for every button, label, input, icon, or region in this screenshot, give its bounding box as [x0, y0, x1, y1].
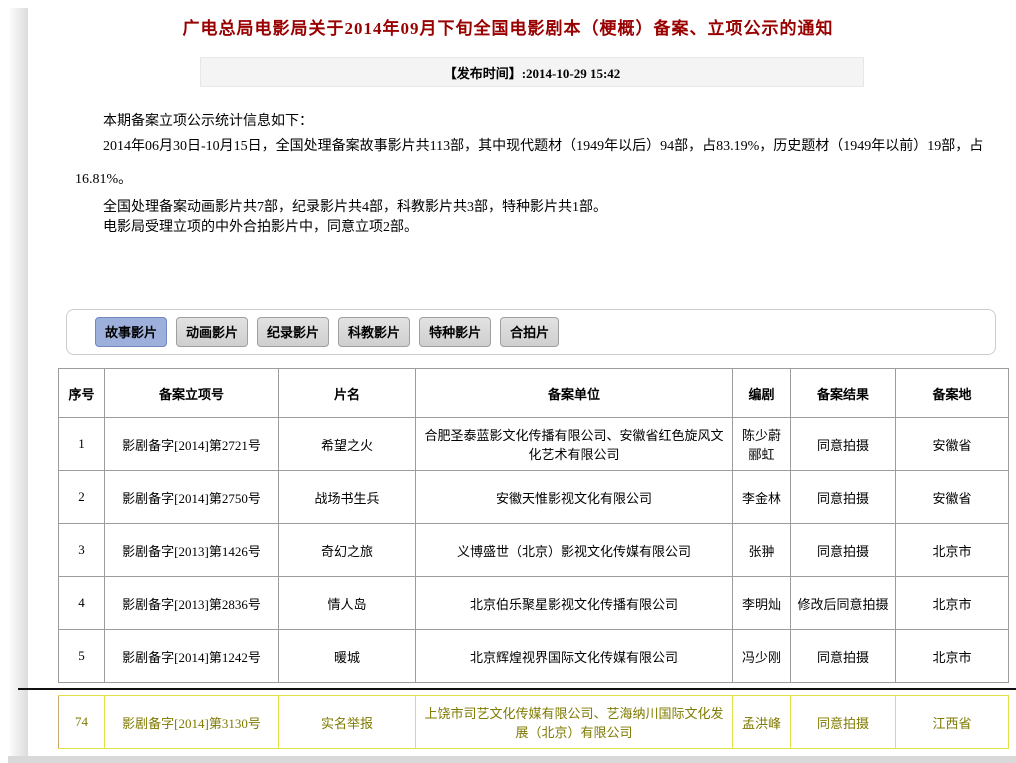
table-row: 5 影剧备字[2014]第1242号 暖城 北京辉煌视界国际文化传媒有限公司 冯… — [58, 629, 1009, 683]
cell-reg-no: 影剧备字[2014]第1242号 — [104, 629, 279, 683]
tab-science-education-films[interactable]: 科教影片 — [338, 317, 411, 347]
column-header-company: 备案单位 — [415, 368, 733, 418]
cell-film: 奇幻之旅 — [278, 523, 416, 577]
paragraph-feature-stats: 2014年06月30日-10月15日，全国处理备案故事影片共113部，其中现代题… — [75, 139, 984, 187]
column-header-writer: 编剧 — [732, 368, 791, 418]
cell-place: 北京市 — [895, 576, 1009, 630]
cell-result: 同意拍摄 — [790, 470, 896, 524]
page-edge-shadow — [10, 8, 28, 756]
table-row: 3 影剧备字[2013]第1426号 奇幻之旅 义博盛世（北京）影视文化传媒有限… — [58, 523, 1009, 577]
registration-table: 序号 备案立项号 片名 备案单位 编剧 备案结果 备案地 1 影剧备字[2014… — [58, 368, 1009, 683]
column-header-place: 备案地 — [895, 368, 1009, 418]
table-row: 1 影剧备字[2014]第2721号 希望之火 合肥圣泰蓝影文化传播有限公司、安… — [58, 417, 1009, 471]
tab-coproduction-films[interactable]: 合拍片 — [500, 317, 560, 347]
cell-company: 北京伯乐聚星影视文化传播有限公司 — [415, 576, 733, 630]
paragraph-intro: 本期备案立项公示统计信息如下： — [103, 114, 313, 129]
cell-result: 同意拍摄 — [790, 523, 896, 577]
tab-feature-films[interactable]: 故事影片 — [95, 317, 168, 347]
table-row-highlighted: 74 影剧备字[2014]第3130号 实名举报 上饶市司艺文化传媒有限公司、艺… — [58, 695, 1009, 749]
cell-film: 战场书生兵 — [278, 470, 416, 524]
cell-reg-no: 影剧备字[2014]第3130号 — [104, 695, 279, 749]
cell-writer: 张翀 — [732, 523, 791, 577]
cell-film: 暖城 — [278, 629, 416, 683]
cell-place: 北京市 — [895, 629, 1009, 683]
cell-company: 上饶市司艺文化传媒有限公司、艺海纳川国际文化发展（北京）有限公司 — [415, 695, 733, 749]
cell-result: 修改后同意拍摄 — [790, 576, 896, 630]
cell-place: 安徽省 — [895, 470, 1009, 524]
paragraph-other-stats: 全国处理备案动画影片共7部，纪录影片共4部，科教影片共3部，特种影片共1部。 — [103, 200, 607, 215]
cell-no: 3 — [58, 523, 105, 577]
paragraph-coproduction: 电影局受理立项的中外合拍影片中，同意立项2部。 — [103, 220, 418, 235]
announcement-body: 本期备案立项公示统计信息如下： 2014年06月30日-10月15日，全国处理备… — [75, 110, 991, 236]
screenshot-splice-divider — [18, 688, 1016, 690]
cell-result: 同意拍摄 — [790, 629, 896, 683]
cell-place: 江西省 — [895, 695, 1009, 749]
column-header-no: 序号 — [58, 368, 105, 418]
cell-film: 希望之火 — [278, 417, 416, 471]
column-header-film: 片名 — [278, 368, 416, 418]
cell-no: 74 — [58, 695, 105, 749]
cell-reg-no: 影剧备字[2013]第2836号 — [104, 576, 279, 630]
cell-writer: 李明灿 — [732, 576, 791, 630]
cell-film: 情人岛 — [278, 576, 416, 630]
cell-no: 1 — [58, 417, 105, 471]
cell-writer: 孟洪峰 — [732, 695, 791, 749]
cell-company: 义博盛世（北京）影视文化传媒有限公司 — [415, 523, 733, 577]
cell-reg-no: 影剧备字[2013]第1426号 — [104, 523, 279, 577]
table-row: 4 影剧备字[2013]第2836号 情人岛 北京伯乐聚星影视文化传播有限公司 … — [58, 576, 1009, 630]
cell-no: 4 — [58, 576, 105, 630]
table-row: 2 影剧备字[2014]第2750号 战场书生兵 安徽天惟影视文化有限公司 李金… — [58, 470, 1009, 524]
page-title: 广电总局电影局关于2014年09月下旬全国电影剧本（梗概）备案、立项公示的通知 — [182, 19, 834, 38]
cell-writer: 陈少蔚 郦虹 — [732, 417, 791, 471]
cell-place: 安徽省 — [895, 417, 1009, 471]
cell-reg-no: 影剧备字[2014]第2721号 — [104, 417, 279, 471]
table-header-row: 序号 备案立项号 片名 备案单位 编剧 备案结果 备案地 — [58, 368, 1009, 418]
cell-result: 同意拍摄 — [790, 417, 896, 471]
cell-company: 安徽天惟影视文化有限公司 — [415, 470, 733, 524]
column-header-reg-no: 备案立项号 — [104, 368, 279, 418]
publish-time-text: 【发布时间】:2014-10-29 15:42 — [443, 65, 621, 81]
tab-animation-films[interactable]: 动画影片 — [176, 317, 249, 347]
category-tab-bar: 故事影片 动画影片 纪录影片 科教影片 特种影片 合拍片 — [66, 309, 996, 355]
cell-writer: 李金林 — [732, 470, 791, 524]
cell-company: 合肥圣泰蓝影文化传播有限公司、安徽省红色旋风文化艺术有限公司 — [415, 417, 733, 471]
cell-no: 5 — [58, 629, 105, 683]
cell-reg-no: 影剧备字[2014]第2750号 — [104, 470, 279, 524]
cell-writer: 冯少刚 — [732, 629, 791, 683]
cell-result: 同意拍摄 — [790, 695, 896, 749]
highlighted-row-table: 74 影剧备字[2014]第3130号 实名举报 上饶市司艺文化传媒有限公司、艺… — [58, 695, 1009, 749]
cell-film: 实名举报 — [278, 695, 416, 749]
tab-documentary-films[interactable]: 纪录影片 — [257, 317, 330, 347]
bottom-edge-strip — [8, 756, 1016, 763]
cell-no: 2 — [58, 470, 105, 524]
tab-special-films[interactable]: 特种影片 — [419, 317, 492, 347]
column-header-result: 备案结果 — [790, 368, 896, 418]
cell-company: 北京辉煌视界国际文化传媒有限公司 — [415, 629, 733, 683]
cell-place: 北京市 — [895, 523, 1009, 577]
publish-time-bar: 【发布时间】:2014-10-29 15:42 — [200, 57, 864, 87]
